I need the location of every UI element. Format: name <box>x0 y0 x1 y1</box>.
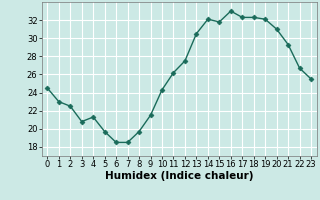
X-axis label: Humidex (Indice chaleur): Humidex (Indice chaleur) <box>105 171 253 181</box>
